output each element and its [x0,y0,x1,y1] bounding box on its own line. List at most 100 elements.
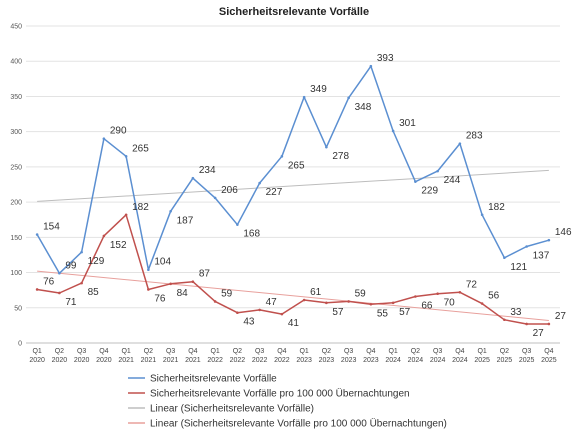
data-point [124,155,128,158]
x-tick-label-quarter: Q3 [433,348,442,355]
data-label: 87 [199,269,211,280]
x-tick-label-year: 2020 [29,357,45,364]
data-label: 152 [110,240,127,251]
x-tick-label-year: 2025 [541,357,557,364]
data-label: 56 [488,291,500,302]
data-label: 43 [243,317,255,328]
data-label: 59 [355,288,367,299]
data-point [391,129,395,133]
x-tick-label-quarter: Q4 [188,348,197,355]
y-tick-label: 0 [18,341,22,348]
data-label: 76 [43,276,55,287]
data-label: 72 [466,279,478,290]
data-label: 84 [177,288,189,299]
x-tick-label-quarter: Q1 [32,348,41,355]
x-tick-label-year: 2023 [319,357,335,364]
x-tick-label-year: 2020 [74,357,90,364]
data-point [102,137,106,141]
data-label: 137 [533,250,550,261]
x-tick-label-quarter: Q4 [277,348,286,355]
x-tick-label-quarter: Q1 [210,348,219,355]
data-label: 85 [88,287,100,298]
x-tick-label-year: 2024 [430,357,446,364]
data-label: 27 [533,328,545,339]
x-tick-label-year: 2022 [252,357,268,364]
data-point [236,311,239,315]
data-point [347,96,350,100]
y-tick-label: 400 [10,59,22,66]
data-point [503,256,506,260]
x-tick-label-year: 2022 [274,357,290,364]
series-line [36,214,549,325]
data-label: 348 [355,102,372,113]
data-point [58,291,61,295]
data-point [547,322,551,326]
data-point [280,312,284,316]
y-axis-ticks: 0 50 100 150 200 250 300 350 400 450 [10,24,22,348]
data-label: 290 [110,126,127,137]
x-tick-label-quarter: Q2 [144,348,153,355]
chart-title: Sicherheitsrelevante Vorfälle [219,6,369,18]
y-tick-label: 150 [10,235,22,242]
x-tick-label-quarter: Q4 [544,348,553,355]
data-point [80,281,83,285]
data-point [458,290,462,294]
x-tick-label-quarter: Q2 [233,348,242,355]
data-label: 301 [399,118,416,129]
data-point [58,271,61,275]
data-point [191,280,195,284]
x-tick-label-quarter: Q4 [366,348,375,355]
x-tick-label-year: 2024 [452,357,468,364]
x-tick-label-year: 2023 [341,357,357,364]
data-point [258,181,261,185]
data-point [503,318,506,322]
data-label: 206 [221,185,238,196]
data-point [35,288,39,291]
data-label: 104 [154,257,171,268]
data-point [369,302,373,306]
x-tick-label-year: 2020 [52,357,68,364]
x-tick-label-year: 2025 [519,357,535,364]
data-label: 41 [288,318,300,329]
legend: Sicherheitsrelevante Vorfälle Sicherheits… [128,374,447,430]
data-point [191,176,195,180]
data-point [369,64,373,68]
x-tick-label-year: 2022 [230,357,246,364]
trendline [37,270,549,321]
data-point [236,223,239,226]
x-tick-label-year: 2025 [497,357,513,364]
data-label: 227 [266,187,283,198]
data-label: 187 [177,215,194,226]
data-label: 154 [43,222,60,233]
data-label: 229 [421,186,438,197]
x-axis-ticks: Q1 2020 Q2 2020 Q3 2020 Q4 2020 Q1 2021 Q2 2021 Q3 20… [29,348,556,364]
data-point [102,234,106,238]
data-label: 168 [243,229,260,240]
data-point [258,308,261,312]
data-label: 66 [421,301,433,312]
x-tick-label-year: 2021 [185,357,201,364]
x-tick-label-quarter: Q1 [477,348,486,355]
data-label: 99 [65,260,77,271]
x-tick-label-quarter: Q2 [411,348,420,355]
data-point [347,300,350,303]
data-label: 234 [199,165,216,176]
data-label: 57 [332,307,344,318]
data-label: 182 [132,202,149,213]
x-tick-label-quarter: Q1 [299,348,308,355]
data-point [547,238,551,242]
data-point [280,155,284,158]
x-tick-label-quarter: Q2 [500,348,509,355]
x-tick-label-quarter: Q3 [344,348,353,355]
data-point [169,282,172,286]
data-label: 55 [377,308,389,319]
data-point [169,209,172,213]
data-point [480,302,484,305]
x-tick-label-quarter: Q2 [322,348,331,355]
data-point [525,245,528,248]
x-tick-label-year: 2021 [118,357,134,364]
data-point [80,250,83,254]
data-label: 76 [154,293,166,304]
